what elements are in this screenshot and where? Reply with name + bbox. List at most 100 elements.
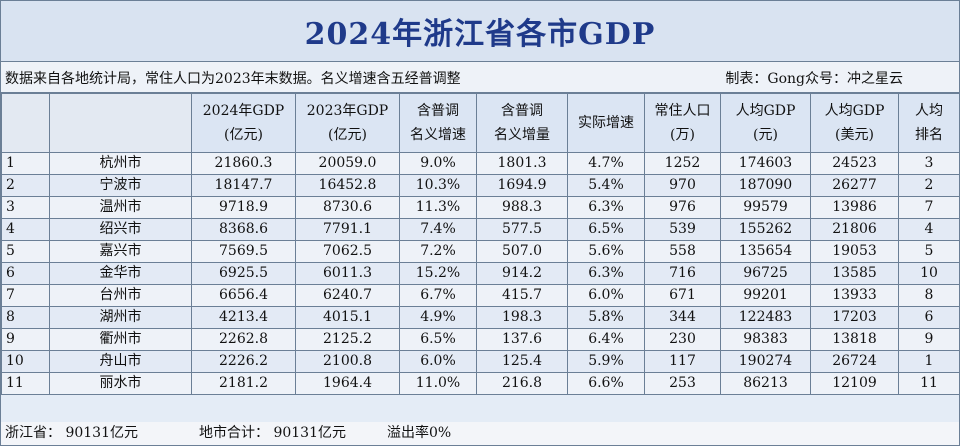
real-growth: 6.6% (567, 372, 645, 395)
gdp-2023: 6011.3 (295, 262, 400, 285)
population-header: 常住人口 (万) (644, 93, 721, 153)
row-index: 3 (1, 196, 50, 219)
per-capita-rank: 8 (898, 284, 960, 307)
table-body: 1 杭州市 21860.3 20059.0 9.0% 1801.3 4.7% 1252 1746… (1, 152, 960, 395)
per-capita-cny: 187090 (720, 174, 811, 197)
per-capita-usd: 13818 (810, 328, 899, 351)
header-line-1: 实际增速 (578, 115, 634, 131)
gdp-2024: 9718.9 (191, 196, 296, 219)
city-name: 嘉兴市 (49, 240, 192, 263)
gdp-2023: 7791.1 (295, 218, 400, 241)
nominal-increase: 914.2 (476, 262, 568, 285)
header-line-2: 名义增量 (494, 127, 550, 143)
nominal-growth: 7.2% (399, 240, 477, 263)
per-capita-cny: 99201 (720, 284, 811, 307)
real-growth: 6.0% (567, 284, 645, 307)
credit-note: 制表：Gong众号：冲之星云 (725, 71, 903, 87)
province-total: 浙江省： 90131亿元 (5, 425, 138, 441)
gdp-2023: 4015.1 (295, 306, 400, 329)
gdp-2024: 2226.2 (191, 350, 296, 373)
header-line-2: 排名 (915, 127, 943, 143)
gdp-2023: 1964.4 (295, 372, 400, 395)
population: 344 (644, 306, 721, 329)
nominal-growth: 15.2% (399, 262, 477, 285)
real-growth: 6.4% (567, 328, 645, 351)
per-capita-usd: 19053 (810, 240, 899, 263)
table-row: 2 宁波市 18147.7 16452.8 10.3% 1694.9 5.4% 970 1870… (1, 174, 960, 197)
per-capita-rank: 3 (898, 152, 960, 175)
gdp-2024: 6656.4 (191, 284, 296, 307)
city-name: 湖州市 (49, 306, 192, 329)
nominal-increase: 988.3 (476, 196, 568, 219)
table-row: 10 舟山市 2226.2 2100.8 6.0% 125.4 5.9% 117 190274 2… (1, 350, 960, 373)
gdp-2024: 2262.8 (191, 328, 296, 351)
per-capita-usd: 13933 (810, 284, 899, 307)
nominal-growth: 6.7% (399, 284, 477, 307)
city-name: 衢州市 (49, 328, 192, 351)
per-capita-rank: 2 (898, 174, 960, 197)
per-capita-rank: 1 (898, 350, 960, 373)
nominal-increase-header: 含普调 名义增量 (476, 93, 568, 153)
per-capita-usd: 21806 (810, 218, 899, 241)
nominal-growth: 11.3% (399, 196, 477, 219)
nominal-increase: 198.3 (476, 306, 568, 329)
nominal-growth: 6.5% (399, 328, 477, 351)
gdp-2023: 2100.8 (295, 350, 400, 373)
population: 253 (644, 372, 721, 395)
population: 970 (644, 174, 721, 197)
table-row: 5 嘉兴市 7569.5 7062.5 7.2% 507.0 5.6% 558 135654 19… (1, 240, 960, 263)
city-name: 杭州市 (49, 152, 192, 175)
city-name: 金华市 (49, 262, 192, 285)
city-name: 温州市 (49, 196, 192, 219)
gdp-2024: 8368.6 (191, 218, 296, 241)
per-capita-cny: 122483 (720, 306, 811, 329)
real-growth: 6.3% (567, 196, 645, 219)
row-index: 7 (1, 284, 50, 307)
real-growth: 4.7% (567, 152, 645, 175)
nominal-increase: 125.4 (476, 350, 568, 373)
real-growth: 5.8% (567, 306, 645, 329)
per-capita-cny: 96725 (720, 262, 811, 285)
per-capita-usd: 13986 (810, 196, 899, 219)
per-capita-rank: 5 (898, 240, 960, 263)
nominal-growth: 7.4% (399, 218, 477, 241)
per-capita-rank: 11 (898, 372, 960, 395)
gdp-2024: 2181.2 (191, 372, 296, 395)
row-index: 6 (1, 262, 50, 285)
per-capita-usd: 13585 (810, 262, 899, 285)
gdp-2024: 18147.7 (191, 174, 296, 197)
gdp-2024: 6925.5 (191, 262, 296, 285)
gdp-2023: 16452.8 (295, 174, 400, 197)
per-capita-rank: 4 (898, 218, 960, 241)
per-capita-usd: 17203 (810, 306, 899, 329)
city-header (49, 93, 192, 153)
per-capita-rank: 6 (898, 306, 960, 329)
table-row: 6 金华市 6925.5 6011.3 15.2% 914.2 6.3% 716 96725 13… (1, 262, 960, 285)
population: 1252 (644, 152, 721, 175)
summary-footer: 浙江省： 90131亿元 地市合计： 90131亿元 溢出率0% (1, 422, 959, 445)
nominal-growth-header: 含普调 名义增速 (399, 93, 477, 153)
data-source-note: 数据来自各地统计局，常住人口为2023年末数据。名义增速含五经普调整 (5, 71, 461, 87)
row-index: 5 (1, 240, 50, 263)
city-name: 宁波市 (49, 174, 192, 197)
per-capita-cny: 174603 (720, 152, 811, 175)
row-index: 8 (1, 306, 50, 329)
per-capita-cny: 155262 (720, 218, 811, 241)
table-row: 3 温州市 9718.9 8730.6 11.3% 988.3 6.3% 976 99579 13… (1, 196, 960, 219)
per-capita-usd-header: 人均GDP (美元) (810, 93, 899, 153)
nominal-growth: 6.0% (399, 350, 477, 373)
per-capita-usd: 26277 (810, 174, 899, 197)
table-row: 9 衢州市 2262.8 2125.2 6.5% 137.6 6.4% 230 98383 138… (1, 328, 960, 351)
per-capita-cny-header: 人均GDP (元) (720, 93, 811, 153)
index-header (1, 93, 50, 153)
nominal-growth: 9.0% (399, 152, 477, 175)
per-capita-cny: 190274 (720, 350, 811, 373)
population: 671 (644, 284, 721, 307)
nominal-increase: 577.5 (476, 218, 568, 241)
table-row: 11 丽水市 2181.2 1964.4 11.0% 216.8 6.6% 253 86213 1… (1, 372, 960, 395)
header-line-1: 人均GDP (735, 103, 796, 119)
per-capita-usd: 24523 (810, 152, 899, 175)
city-name: 台州市 (49, 284, 192, 307)
nominal-growth: 10.3% (399, 174, 477, 197)
gdp-2024-header: 2024年GDP (亿元) (191, 93, 296, 153)
